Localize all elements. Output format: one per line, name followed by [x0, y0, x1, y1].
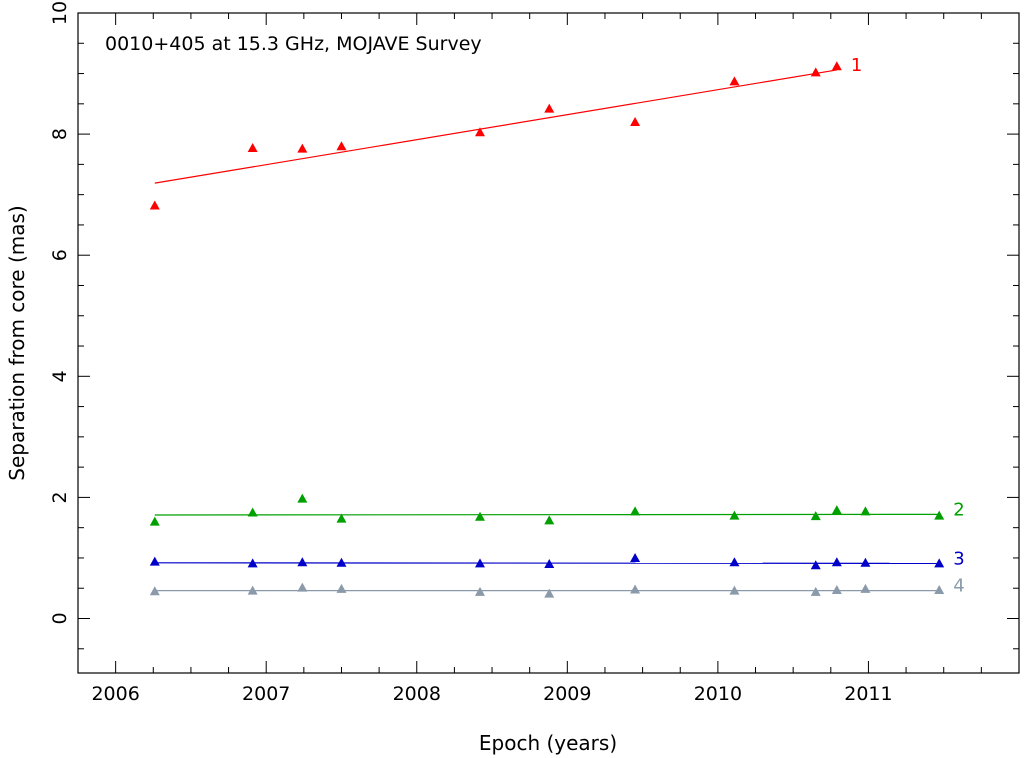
- y-tick-label: 6: [49, 249, 71, 261]
- x-tick-label: 2011: [844, 683, 892, 705]
- x-axis: 2006 2007 2008 2009 2010 2011: [77, 13, 1020, 705]
- data-point: [860, 557, 871, 567]
- x-axis-label: Epoch (years): [479, 731, 617, 755]
- series-label: 1: [851, 55, 862, 76]
- series-4: 4: [149, 576, 965, 598]
- data-point: [630, 552, 641, 562]
- y-axis: 0 2 4 6 8 10: [49, 1, 1019, 650]
- series-layer: 1 2 3 4: [149, 55, 965, 598]
- data-point: [247, 558, 258, 568]
- data-point: [810, 67, 821, 77]
- data-point: [544, 103, 555, 113]
- y-tick-label: 4: [49, 370, 71, 382]
- y-tick-label: 8: [49, 128, 71, 140]
- data-point: [336, 513, 347, 523]
- x-tick-label: 2008: [393, 683, 441, 705]
- data-point: [729, 557, 740, 567]
- data-point: [544, 588, 555, 598]
- chart-title: 0010+405 at 15.3 GHz, MOJAVE Survey: [105, 33, 482, 55]
- data-point: [934, 510, 945, 520]
- data-point: [247, 585, 258, 595]
- fit-line: [154, 69, 837, 184]
- data-point: [630, 584, 641, 594]
- series-label: 3: [953, 548, 964, 569]
- data-point: [474, 511, 485, 521]
- data-point: [860, 506, 871, 516]
- data-point: [544, 515, 555, 525]
- series-1: 1: [149, 55, 862, 210]
- data-point: [247, 143, 258, 153]
- data-point: [810, 511, 821, 521]
- y-tick-label: 10: [49, 1, 71, 25]
- data-point: [247, 507, 258, 517]
- x-tick-label: 2006: [91, 683, 139, 705]
- data-point: [336, 583, 347, 593]
- x-tick-label: 2007: [242, 683, 290, 705]
- data-point: [149, 200, 160, 210]
- series-3: 3: [149, 548, 965, 570]
- data-point: [474, 586, 485, 596]
- data-point: [149, 556, 160, 566]
- data-point: [149, 516, 160, 526]
- data-point: [729, 510, 740, 520]
- series-label: 4: [953, 576, 964, 597]
- data-point: [630, 506, 641, 516]
- data-point: [630, 116, 641, 126]
- data-point: [860, 583, 871, 593]
- data-point: [336, 141, 347, 151]
- fit-line: [154, 513, 940, 516]
- series-label: 2: [953, 499, 964, 520]
- data-point: [544, 559, 555, 569]
- y-axis-label: Separation from core (mas): [5, 205, 29, 480]
- x-tick-label: 2010: [694, 683, 742, 705]
- data-point: [297, 582, 308, 592]
- data-point: [729, 76, 740, 86]
- plot-frame: [77, 12, 1020, 674]
- data-point: [297, 557, 308, 567]
- data-point: [810, 586, 821, 596]
- data-point: [934, 585, 945, 595]
- series-2: 2: [149, 493, 965, 526]
- data-point: [297, 143, 308, 153]
- data-point: [810, 560, 821, 570]
- data-point: [474, 127, 485, 137]
- data-point: [336, 557, 347, 567]
- data-point: [297, 493, 308, 503]
- y-tick-label: 0: [49, 612, 71, 624]
- data-point: [831, 557, 842, 567]
- data-point: [149, 586, 160, 596]
- data-point: [934, 558, 945, 568]
- data-point: [474, 558, 485, 568]
- data-point: [729, 585, 740, 595]
- x-tick-label: 2009: [543, 683, 591, 705]
- data-point: [831, 61, 842, 71]
- data-point: [831, 505, 842, 515]
- data-point: [831, 585, 842, 595]
- y-tick-label: 2: [49, 491, 71, 503]
